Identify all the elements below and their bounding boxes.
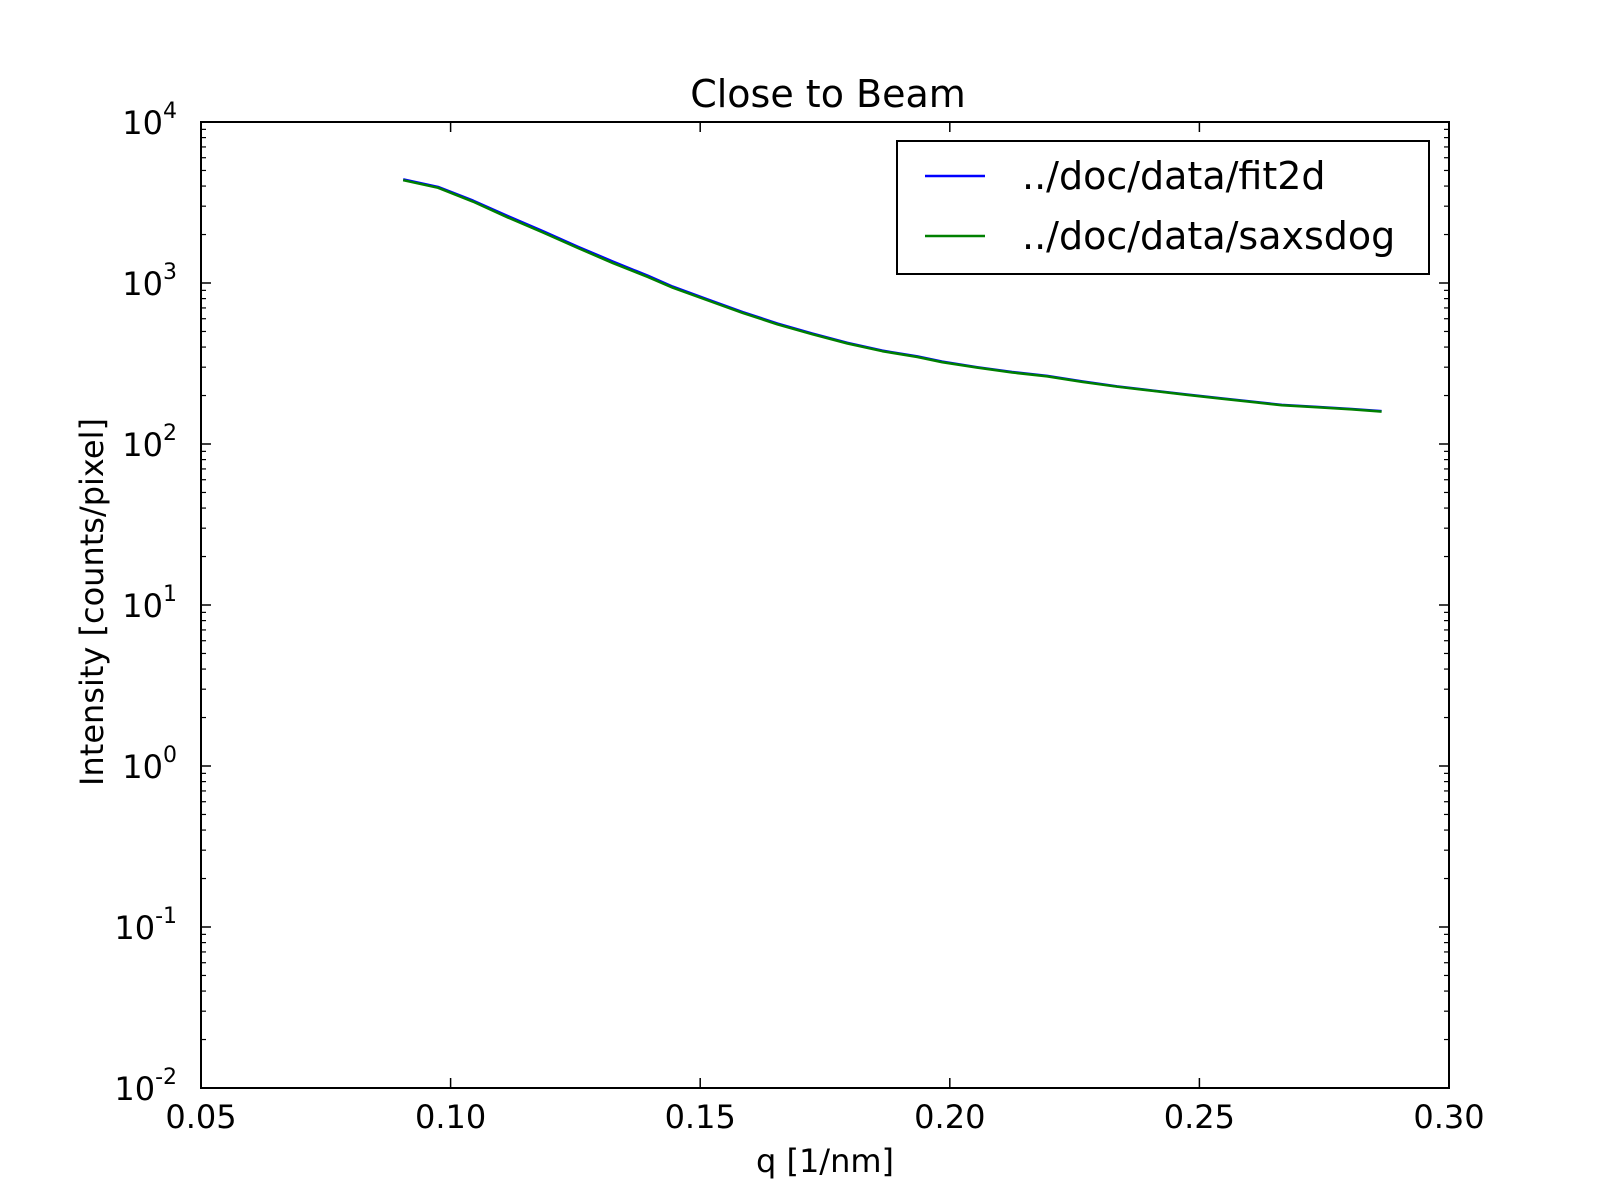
y-tick-label-base: 10	[122, 265, 163, 303]
chart-title: Close to Beam	[690, 72, 966, 116]
x-axis-label: q [1/nm]	[756, 1142, 894, 1180]
x-tick-label: 0.20	[914, 1098, 985, 1136]
x-tick-label: 0.25	[1164, 1098, 1235, 1136]
y-tick-label-exponent: -1	[155, 904, 177, 929]
y-tick-label-exponent: 3	[163, 260, 177, 285]
legend-label-saxsdog: ../doc/data/saxsdog	[1022, 214, 1395, 258]
y-axis-label: Intensity [counts/pixel]	[73, 418, 111, 786]
x-tick-label: 0.30	[1413, 1098, 1484, 1136]
y-tick-label-exponent: 1	[163, 582, 177, 607]
x-tick-label: 0.10	[415, 1098, 486, 1136]
y-tick-label-base: 10	[122, 426, 163, 464]
y-tick-label-base: 10	[122, 104, 163, 142]
y-tick-label: 101	[122, 582, 177, 625]
y-tick-label-exponent: -2	[155, 1065, 177, 1090]
y-tick-label-exponent: 0	[163, 743, 177, 768]
y-tick-label: 102	[122, 421, 177, 464]
legend-label-fit2d: ../doc/data/fit2d	[1022, 154, 1326, 198]
y-tick-label-base: 10	[114, 1070, 155, 1108]
legend: ../doc/data/fit2d ../doc/data/saxsdog	[896, 140, 1430, 275]
y-tick-label: 103	[122, 260, 177, 303]
x-axis-ticks: 0.05 0.10 0.15 0.20 0.25 0.30	[165, 122, 1485, 1136]
x-tick-label: 0.05	[165, 1098, 236, 1136]
y-tick-label-base: 10	[122, 748, 163, 786]
y-tick-label-base: 10	[114, 909, 155, 947]
y-tick-label: 100	[122, 743, 177, 786]
series-line-saxsdog	[402, 178, 1382, 413]
plot-area: 0.05 0.10 0.15 0.20 0.25 0.30 10-210-11001011…	[114, 99, 1484, 1136]
y-tick-label: 10-1	[114, 904, 177, 947]
y-tick-label: 104	[122, 99, 177, 142]
series-lines	[402, 178, 1382, 413]
y-tick-label-exponent: 4	[163, 99, 177, 124]
y-tick-label-exponent: 2	[163, 421, 177, 446]
x-tick-label: 0.15	[665, 1098, 736, 1136]
y-tick-label: 10-2	[114, 1065, 177, 1108]
y-tick-label-base: 10	[122, 587, 163, 625]
legend-frame	[896, 140, 1430, 275]
plot-frame	[200, 121, 1450, 1089]
